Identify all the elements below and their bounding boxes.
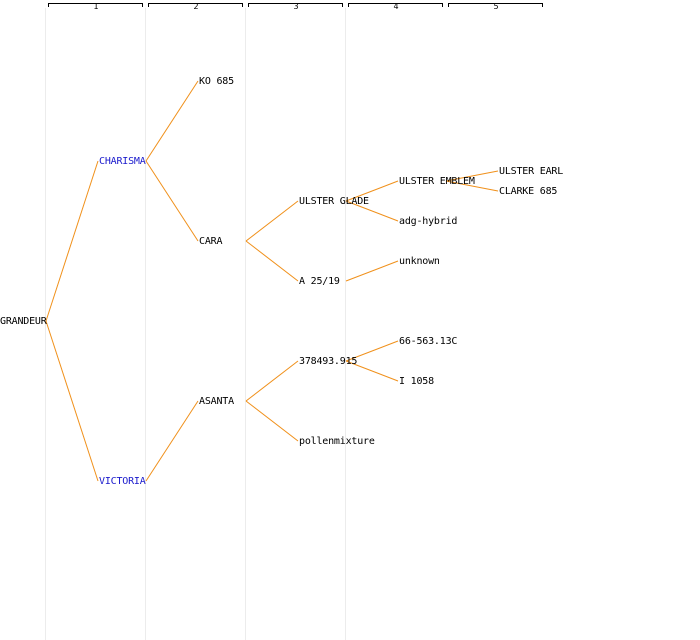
connector-line [245,360,299,402]
node-ulster-glade[interactable]: ULSTER GLADE [299,196,369,207]
generation-label: 4 [393,2,399,11]
column-separators [45,8,346,640]
node-378493-915[interactable]: 378493.915 [299,356,358,367]
generation-bracket [248,3,343,7]
connector-line [345,360,399,382]
node-i-1058[interactable]: I 1058 [399,376,434,387]
node-ko-685[interactable]: KO 685 [199,76,234,87]
generation-bracket [348,3,443,7]
connector-line [45,160,99,322]
generation-label: 2 [193,2,199,11]
generation-bracket [448,3,543,7]
node-66-563-13c[interactable]: 66-563.13C [399,336,458,347]
connector-line [445,180,499,192]
node-victoria[interactable]: VICTORIA [99,476,146,487]
node-clarke-685[interactable]: CLARKE 685 [499,186,558,197]
node-grandeur[interactable]: GRANDEUR [0,316,47,327]
node-pollenmixture[interactable]: pollenmixture [299,436,375,447]
node-unknown[interactable]: unknown [399,256,440,267]
connector-lines [45,80,499,482]
connector-line [345,260,399,282]
node-a-25-19[interactable]: A 25/19 [299,276,340,287]
node-cara[interactable]: CARA [199,236,223,247]
connector-line [345,340,399,362]
connector-line [145,160,199,242]
node-asanta[interactable]: ASANTA [199,396,234,407]
generation-bracket [48,3,143,7]
generation-label: 5 [493,2,499,11]
generation-bracket [148,3,243,7]
node-ulster-earl[interactable]: ULSTER EARL [499,166,564,177]
connector-line [345,180,399,202]
connector-line [145,400,199,482]
generation-label: 3 [293,2,299,11]
connector-line [45,320,99,482]
connector-line [145,80,199,162]
generation-label: 1 [93,2,99,11]
connector-line [345,200,399,222]
connector-line [245,200,299,242]
node-ulster-emblem[interactable]: ULSTER EMBLEM [399,176,475,187]
node-adg-hybrid[interactable]: adg-hybrid [399,216,458,227]
connector-line [245,240,299,282]
generation-brackets [48,3,543,7]
connector-line [445,170,499,182]
connector-line [245,400,299,442]
node-charisma[interactable]: CHARISMA [99,156,146,167]
